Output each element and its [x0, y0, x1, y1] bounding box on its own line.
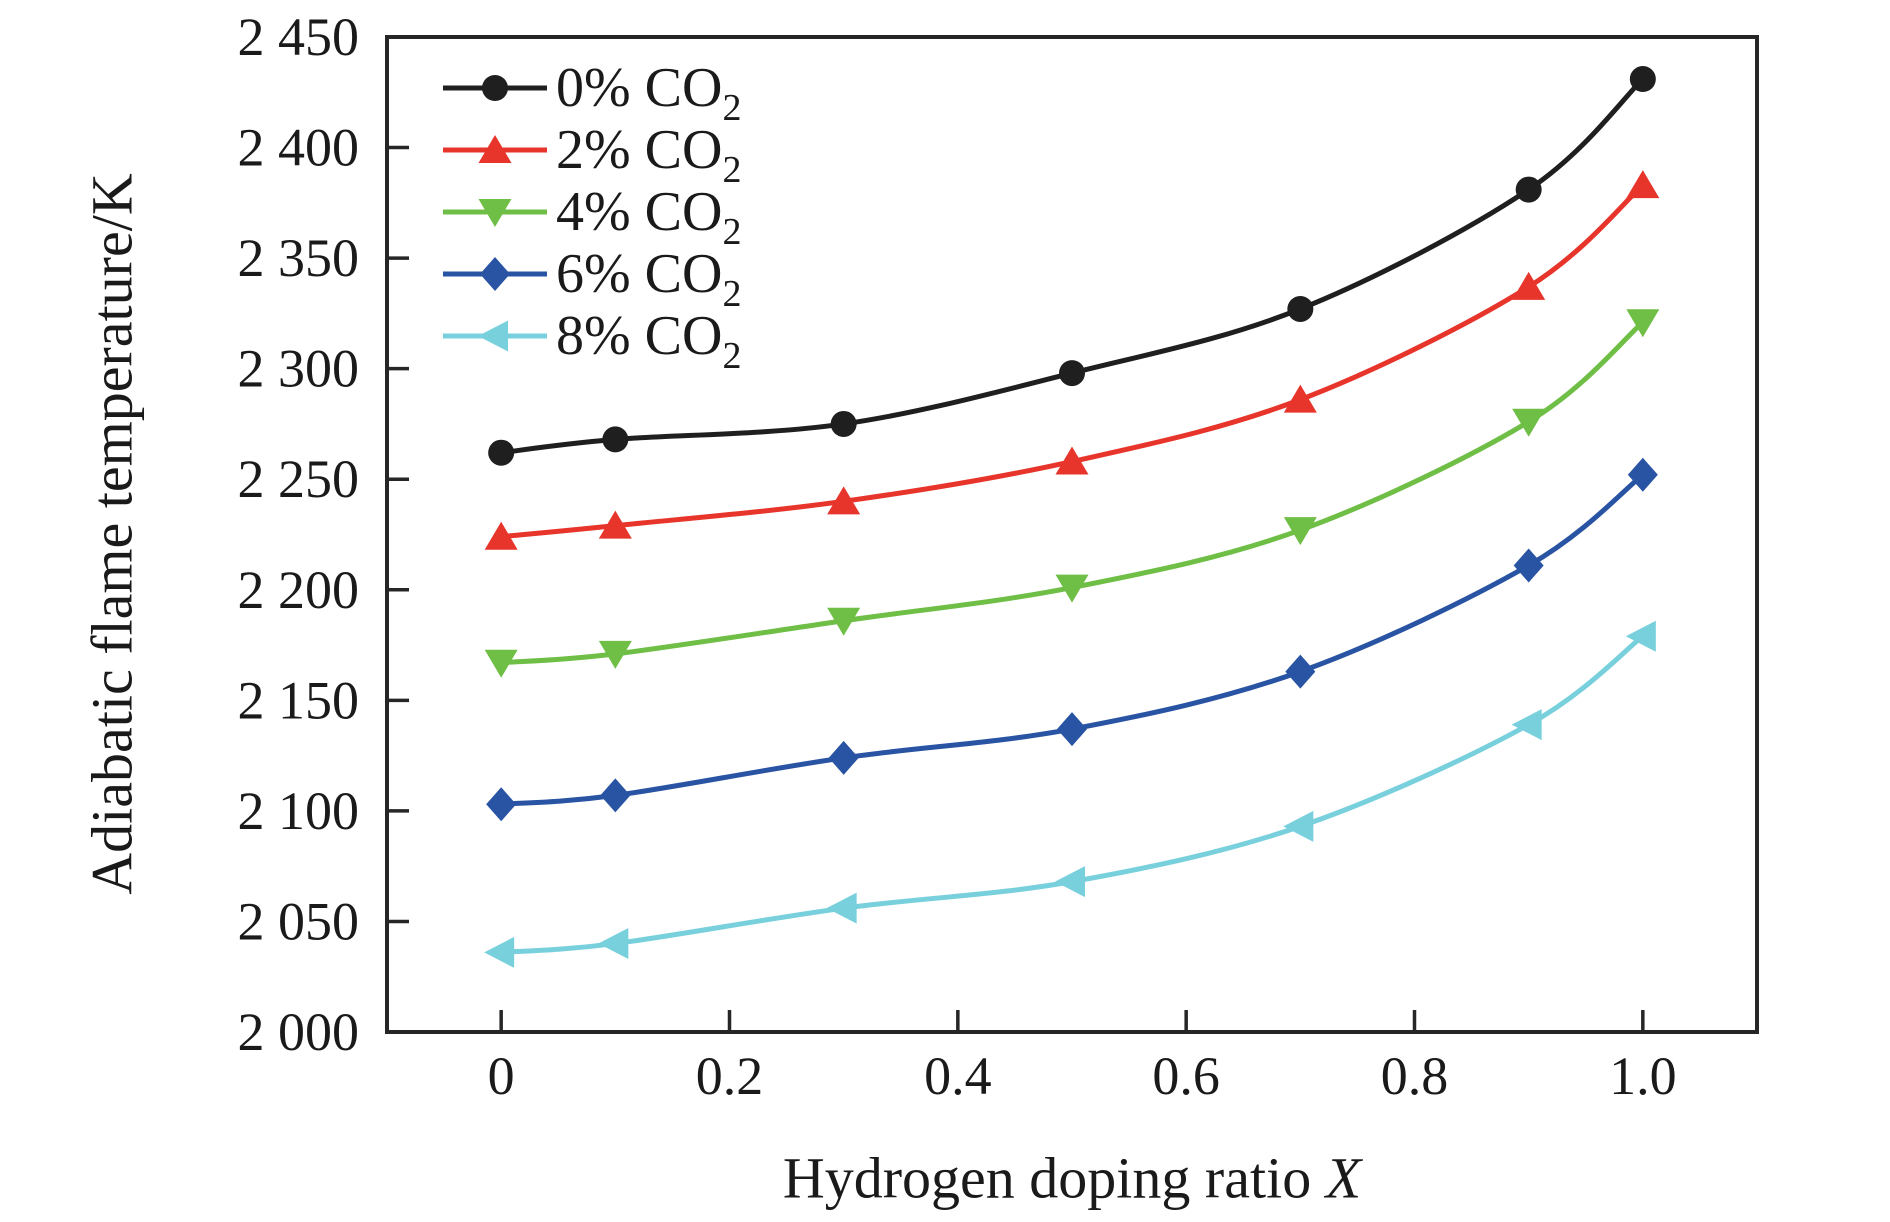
data-point-4-co2	[1055, 574, 1089, 603]
legend-label: 4% CO2	[556, 181, 741, 253]
legend-marker-diamond	[480, 257, 510, 291]
data-point-0-co2	[488, 439, 515, 466]
y-axis-title-text: Adiabatic flame temperature/K	[79, 173, 145, 895]
data-point-6-co2	[486, 787, 517, 822]
series-line-8-co2	[500, 634, 1645, 955]
x-axis-title-variable: X	[1325, 1145, 1362, 1211]
legend-label: 2% CO2	[556, 119, 741, 191]
plot-frame	[385, 35, 1759, 1034]
legend-label: 0% CO2	[556, 57, 741, 129]
legend-marker-circle	[482, 75, 508, 101]
data-point-0-co2	[1629, 66, 1656, 93]
data-point-2-co2	[1283, 384, 1317, 413]
y-tick-label: 2 250	[238, 449, 360, 509]
y-tick-label: 2 000	[238, 1002, 360, 1062]
data-point-4-co2	[1512, 408, 1546, 437]
data-point-0-co2	[1515, 176, 1542, 203]
data-point-2-co2	[827, 486, 861, 515]
data-point-2-co2	[1626, 170, 1660, 199]
legend-marker-triangle-up	[478, 135, 512, 163]
data-point-0-co2	[602, 426, 629, 453]
x-axis-title-text: Hydrogen doping ratio	[782, 1145, 1326, 1211]
y-tick-label: 2 150	[238, 670, 360, 730]
legend-marker-triangle-left	[478, 320, 508, 352]
y-tick-label: 2 450	[238, 7, 360, 67]
y-tick-label: 2 350	[238, 228, 360, 288]
data-point-4-co2	[598, 640, 632, 669]
y-tick-label: 2 100	[238, 781, 360, 841]
data-point-6-co2	[1285, 654, 1316, 689]
legend-label: 6% CO2	[556, 243, 741, 315]
data-point-2-co2	[1512, 271, 1546, 300]
data-point-6-co2	[1627, 457, 1658, 492]
data-point-8-co2	[1625, 620, 1656, 652]
y-tick-label: 2 050	[238, 891, 360, 951]
data-point-4-co2	[827, 607, 861, 636]
legend-marker-triangle-down	[478, 199, 512, 227]
data-point-6-co2	[1513, 548, 1544, 583]
x-tick-label: 0.8	[1381, 1046, 1449, 1106]
data-point-8-co2	[598, 928, 629, 960]
y-tick-label: 2 300	[238, 339, 360, 399]
x-axis-title: Hydrogen doping ratio X	[783, 1145, 1361, 1212]
x-tick-label: 1.0	[1609, 1046, 1677, 1106]
data-point-4-co2	[484, 649, 518, 678]
y-tick-label: 2 400	[238, 118, 360, 178]
x-tick-label: 0.2	[696, 1046, 764, 1106]
data-point-6-co2	[600, 778, 631, 813]
data-point-8-co2	[1511, 709, 1542, 741]
data-point-8-co2	[1055, 866, 1085, 898]
data-point-6-co2	[1057, 712, 1087, 747]
x-tick-label: 0	[488, 1046, 515, 1106]
data-point-2-co2	[598, 510, 632, 539]
data-point-8-co2	[1283, 810, 1314, 842]
data-point-2-co2	[1055, 446, 1089, 475]
data-point-2-co2	[484, 521, 518, 550]
data-point-0-co2	[830, 410, 857, 437]
data-point-8-co2	[484, 936, 515, 968]
data-point-0-co2	[1059, 360, 1085, 387]
y-axis-title: Adiabatic flame temperature/K	[79, 173, 146, 894]
legend-label: 8% CO2	[556, 305, 741, 377]
x-tick-label: 0.6	[1152, 1046, 1220, 1106]
data-point-4-co2	[1626, 309, 1660, 338]
data-point-4-co2	[1283, 517, 1317, 546]
y-tick-label: 2 200	[238, 560, 360, 620]
data-point-8-co2	[826, 892, 857, 924]
x-tick-label: 0.4	[924, 1046, 992, 1106]
data-point-6-co2	[828, 740, 859, 775]
data-point-0-co2	[1287, 295, 1314, 322]
